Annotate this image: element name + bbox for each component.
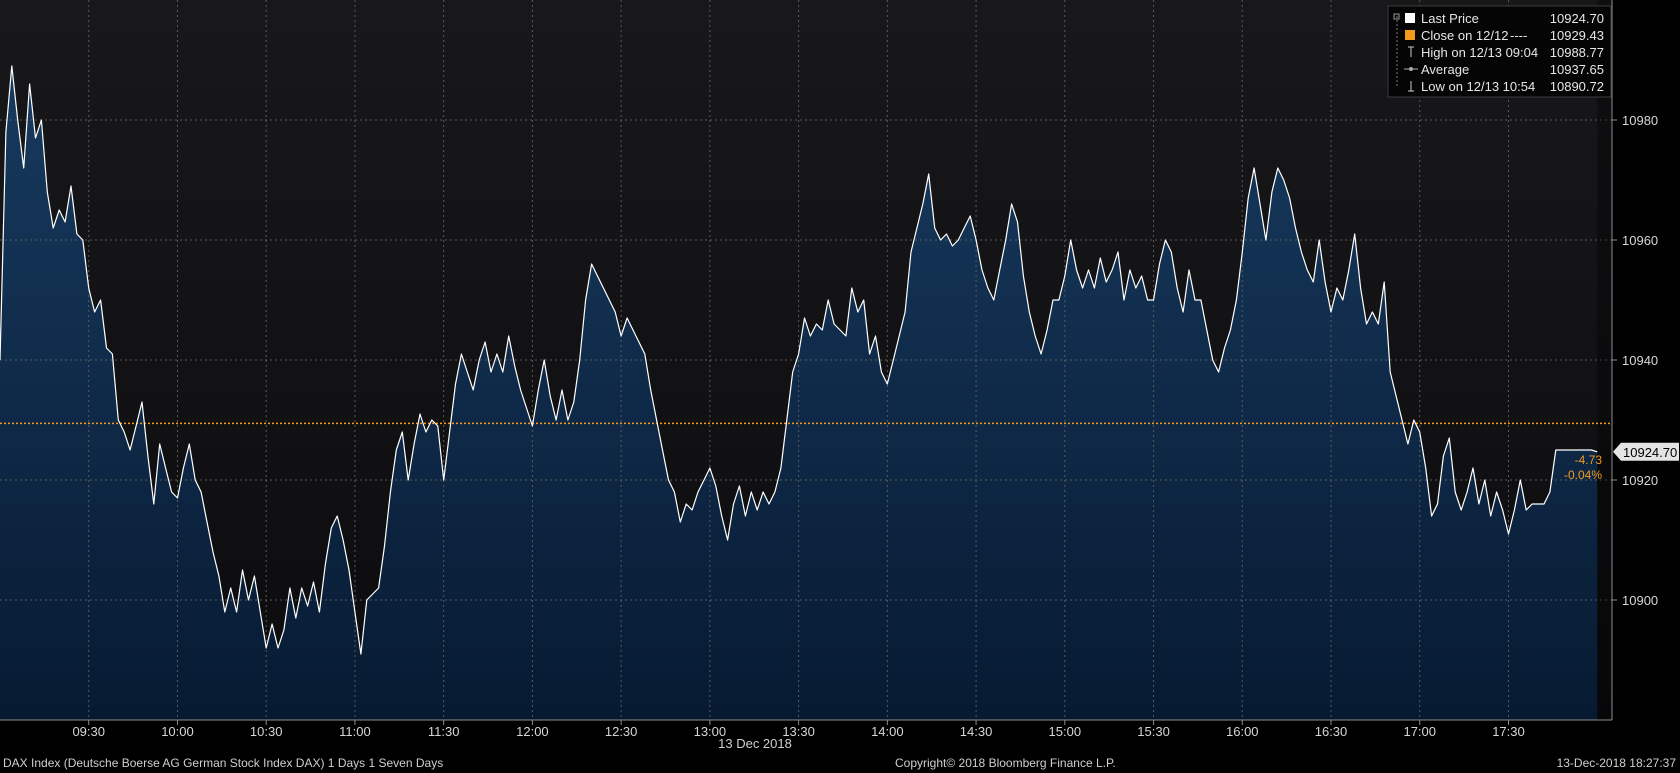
y-tick-label: 10900	[1622, 593, 1658, 608]
x-tick-label: 12:00	[516, 724, 549, 739]
legend: Last Price 10924.70 Close on 12/12 ---- …	[1387, 5, 1612, 98]
legend-value-close: 10929.43	[1550, 28, 1604, 43]
footer-copyright: Copyright© 2018 Bloomberg Finance L.P.	[895, 756, 1116, 770]
x-tick-label: 11:30	[428, 724, 460, 739]
x-tick-label: 16:00	[1226, 724, 1259, 739]
y-tick-label: 10960	[1622, 233, 1658, 248]
legend-label-low: Low on 12/13 10:54	[1421, 79, 1535, 94]
x-tick-label: 10:00	[161, 724, 194, 739]
low-marker-icon	[1408, 81, 1414, 92]
last-price-tag: 10924.70	[1613, 442, 1679, 461]
orange-square-icon	[1405, 30, 1415, 40]
x-tick-label: 12:30	[605, 724, 638, 739]
y-tick-label: 10920	[1622, 473, 1658, 488]
x-tick-label: 09:30	[72, 724, 105, 739]
legend-collapse-icon[interactable]	[1393, 13, 1400, 20]
legend-value-high: 10988.77	[1550, 45, 1604, 60]
legend-label-close: Close on 12/12	[1421, 28, 1508, 43]
legend-value-average: 10937.65	[1550, 62, 1604, 77]
y-tick-label: 10980	[1622, 113, 1658, 128]
x-tick-label: 15:30	[1137, 724, 1170, 739]
footer-timestamp: 13-Dec-2018 18:27:37	[1556, 756, 1676, 770]
last-price-label: 10924.70	[1623, 445, 1677, 460]
price-area	[0, 66, 1598, 720]
x-tick-label: 13:30	[782, 724, 815, 739]
price-line	[0, 65, 1598, 655]
white-square-icon	[1405, 13, 1415, 23]
average-marker-icon	[1404, 67, 1418, 71]
high-marker-icon	[1408, 46, 1414, 57]
x-tick-label: 16:30	[1315, 724, 1348, 739]
x-tick-label: 17:00	[1403, 724, 1436, 739]
footer-description: DAX Index (Deutsche Boerse AG German Sto…	[3, 756, 444, 770]
no-data-region	[1597, 0, 1612, 720]
legend-label-average: Average	[1421, 62, 1469, 77]
x-tick-label: 14:00	[871, 724, 904, 739]
legend-label-high: High on 12/13 09:04	[1421, 45, 1538, 60]
x-tick-label: 10:30	[250, 724, 283, 739]
x-tick-label: 17:30	[1492, 724, 1525, 739]
change-label: -4.73	[1575, 453, 1603, 467]
x-tick-label: 13:00	[694, 724, 727, 739]
x-axis-label: 13 Dec 2018	[718, 736, 792, 751]
x-axis-ticks: 09:30 10:00 10:30 11:00 11:30 12:00 12:30 13:00…	[72, 720, 1525, 739]
last-price-box	[1613, 442, 1679, 461]
x-tick-label: 11:00	[339, 724, 371, 739]
legend-label-last-price: Last Price	[1421, 11, 1479, 26]
legend-dashes-close: ----	[1510, 28, 1527, 43]
y-tick-label: 10940	[1622, 353, 1658, 368]
grid-lines	[0, 0, 1612, 720]
x-tick-label: 15:00	[1049, 724, 1082, 739]
x-tick-label: 14:30	[960, 724, 993, 739]
legend-box	[1387, 5, 1612, 98]
legend-value-low: 10890.72	[1550, 79, 1604, 94]
y-axis-ticks: 10900 10920 10940 10960 10980	[1612, 113, 1658, 608]
legend-value-last-price: 10924.70	[1550, 11, 1604, 26]
change-percent-label: -0.04%	[1564, 468, 1602, 482]
